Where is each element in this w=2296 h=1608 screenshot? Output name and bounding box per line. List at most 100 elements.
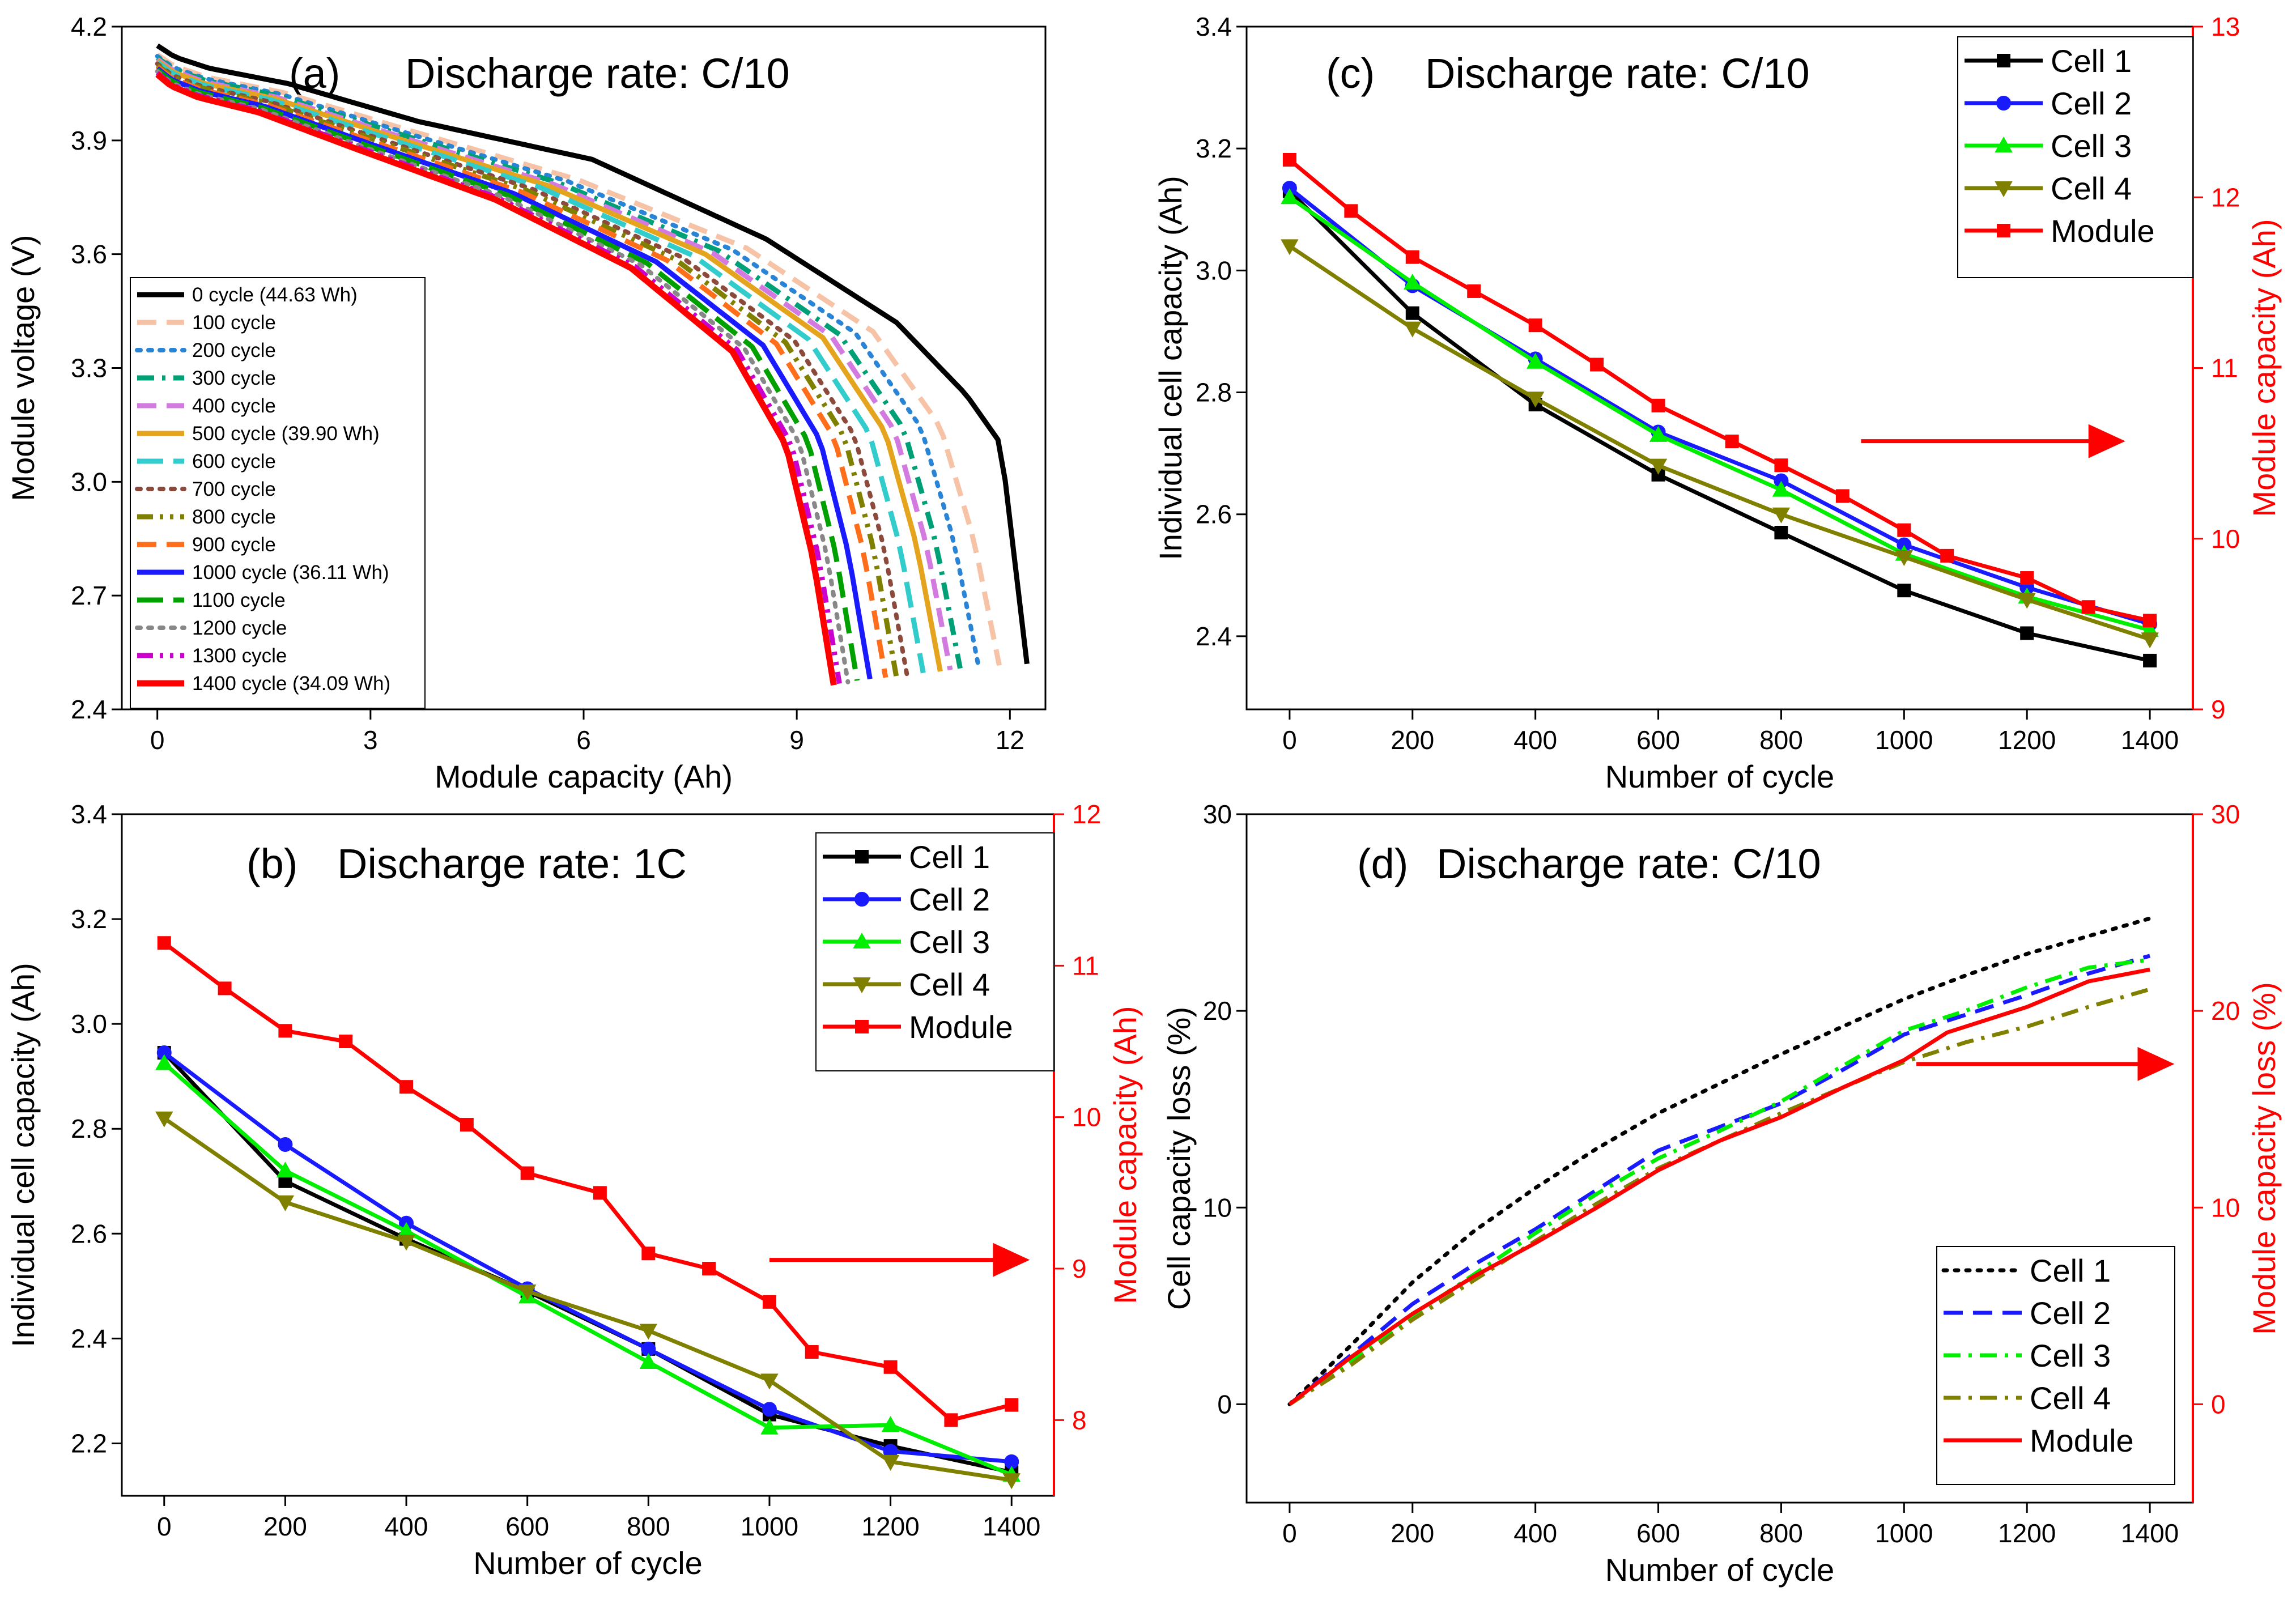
legend-label: Cell 3 bbox=[2030, 1338, 2111, 1373]
legend-marker bbox=[1997, 224, 2010, 237]
series-line bbox=[156, 58, 943, 672]
y-tick-label: 0 bbox=[1217, 1389, 1232, 1419]
x-tick-label: 1200 bbox=[1998, 725, 2056, 755]
data-point bbox=[2020, 626, 2034, 640]
data-point bbox=[339, 1035, 353, 1048]
data-point bbox=[1528, 318, 1542, 333]
legend-label: Cell 4 bbox=[2051, 171, 2132, 206]
x-tick-label: 800 bbox=[1759, 725, 1803, 755]
legend-label: Module bbox=[909, 1009, 1013, 1045]
data-point bbox=[460, 1118, 474, 1132]
series-line bbox=[1288, 195, 2151, 632]
x-tick-label: 600 bbox=[1636, 725, 1680, 755]
x-tick-label: 1000 bbox=[1875, 725, 1933, 755]
series-line bbox=[156, 52, 1002, 666]
x-tick-label: 0 bbox=[150, 725, 165, 755]
y-right-tick-label: 9 bbox=[2211, 695, 2226, 724]
legend-label: 1100 cycle bbox=[192, 589, 286, 611]
legend-label: Cell 1 bbox=[909, 839, 990, 875]
data-point bbox=[276, 1162, 295, 1178]
legend-label: 800 cycle bbox=[192, 506, 276, 528]
legend-marker bbox=[853, 932, 871, 948]
y-tick-label: 3.4 bbox=[71, 799, 107, 829]
legend-label: Cell 3 bbox=[2051, 128, 2132, 164]
y-tick-label: 3.2 bbox=[71, 904, 107, 934]
data-point bbox=[1897, 584, 1911, 598]
panel-d: 0 200 400 600 800 1000 1200 1400 0 10 20 30 0 10 20 30 N… bbox=[1161, 799, 2282, 1588]
y-right-tick-label: 8 bbox=[1072, 1405, 1087, 1435]
y-right-axis-title: Module capacity (Ah) bbox=[1107, 1006, 1143, 1304]
series-line bbox=[1287, 916, 2152, 1406]
x-tick-label: 200 bbox=[1391, 725, 1434, 755]
series-line bbox=[155, 69, 851, 684]
series-line bbox=[163, 1051, 1012, 1464]
data-point bbox=[1590, 358, 1604, 372]
panel-label: (b) bbox=[246, 840, 297, 887]
data-point bbox=[1404, 321, 1422, 338]
data-point bbox=[639, 1324, 658, 1340]
y-tick-label: 2.4 bbox=[71, 695, 107, 724]
data-point bbox=[2143, 614, 2157, 628]
arrow-indicator bbox=[1861, 424, 2125, 458]
legend-label: 300 cycle bbox=[192, 367, 276, 389]
y-tick-label: 3.2 bbox=[1196, 134, 1232, 163]
y-axis-title: Individual cell capacity (Ah) bbox=[5, 963, 41, 1347]
arrow-head bbox=[2137, 1047, 2175, 1081]
series-group-b bbox=[155, 936, 1021, 1490]
legend-label: 0 cycle (44.63 Wh) bbox=[192, 284, 358, 306]
y-right-tick-label: 30 bbox=[2211, 799, 2240, 829]
data-point bbox=[1940, 548, 1954, 563]
data-point bbox=[1467, 284, 1481, 298]
series-line bbox=[1288, 967, 2150, 1406]
y-right-tick-label: 10 bbox=[2211, 1193, 2240, 1222]
legend-d: Cell 1 Cell 2 Cell 3 Cell 4 Module bbox=[1936, 1246, 2175, 1485]
legend-label: Cell 1 bbox=[2051, 43, 2132, 79]
x-tick-label: 0 bbox=[157, 1512, 172, 1541]
x-tick-label: 200 bbox=[263, 1512, 307, 1541]
data-point bbox=[1526, 392, 1545, 408]
data-point bbox=[399, 1080, 414, 1094]
x-axis-title: Module capacity (Ah) bbox=[435, 759, 733, 794]
panel-title: Discharge rate: C/10 bbox=[1425, 50, 1810, 97]
legend-label: Cell 2 bbox=[2051, 86, 2132, 121]
data-point bbox=[1897, 523, 1911, 537]
y-tick-label: 2.4 bbox=[71, 1324, 107, 1353]
x-tick-label: 0 bbox=[1282, 725, 1297, 755]
y-right-tick-label: 9 bbox=[1072, 1254, 1087, 1283]
y-tick-label: 4.2 bbox=[71, 12, 107, 41]
legend-marker bbox=[855, 850, 869, 863]
legend-label: 100 cycle bbox=[192, 312, 276, 334]
panel-b: 0 200 400 600 800 1000 1200 1400 2.2 2.4 2.6 2.8 3.0… bbox=[5, 799, 1143, 1581]
series-line bbox=[155, 72, 837, 686]
y-right-tick-label: 12 bbox=[1072, 799, 1101, 829]
y-right-tick-label: 13 bbox=[2211, 12, 2240, 41]
data-point bbox=[2143, 653, 2157, 667]
arrow-head bbox=[993, 1243, 1030, 1277]
y-tick-label: 2.2 bbox=[71, 1428, 107, 1458]
legend-label: 500 cycle (39.90 Wh) bbox=[192, 423, 380, 445]
series-line bbox=[163, 1051, 1012, 1474]
legend-box bbox=[1936, 1246, 2175, 1485]
x-tick-label: 800 bbox=[1759, 1518, 1803, 1548]
data-point bbox=[1895, 550, 1914, 567]
y-tick-label: 3.3 bbox=[71, 354, 107, 383]
data-point bbox=[639, 1352, 658, 1369]
x-tick-label: 12 bbox=[996, 725, 1024, 755]
legend-label: 200 cycle bbox=[192, 339, 276, 361]
x-tick-label: 600 bbox=[1636, 1518, 1680, 1548]
data-point bbox=[276, 1195, 295, 1211]
legend-a: 0 cycle (44.63 Wh) 100 cycle 200 cycle 300 … bbox=[130, 277, 426, 709]
legend-marker bbox=[1995, 136, 2013, 152]
x-tick-label: 600 bbox=[505, 1512, 549, 1541]
data-point bbox=[2081, 600, 2095, 614]
legend-box bbox=[130, 277, 426, 709]
data-point bbox=[1404, 273, 1422, 290]
data-point bbox=[881, 1416, 900, 1432]
x-tick-label: 1400 bbox=[2121, 1518, 2179, 1548]
data-point bbox=[1774, 525, 1788, 539]
y-tick-label: 2.6 bbox=[1196, 500, 1232, 529]
data-point bbox=[805, 1345, 819, 1359]
x-tick-label: 1400 bbox=[2121, 725, 2179, 755]
data-point bbox=[881, 1454, 900, 1471]
x-tick-label: 200 bbox=[1391, 1518, 1434, 1548]
